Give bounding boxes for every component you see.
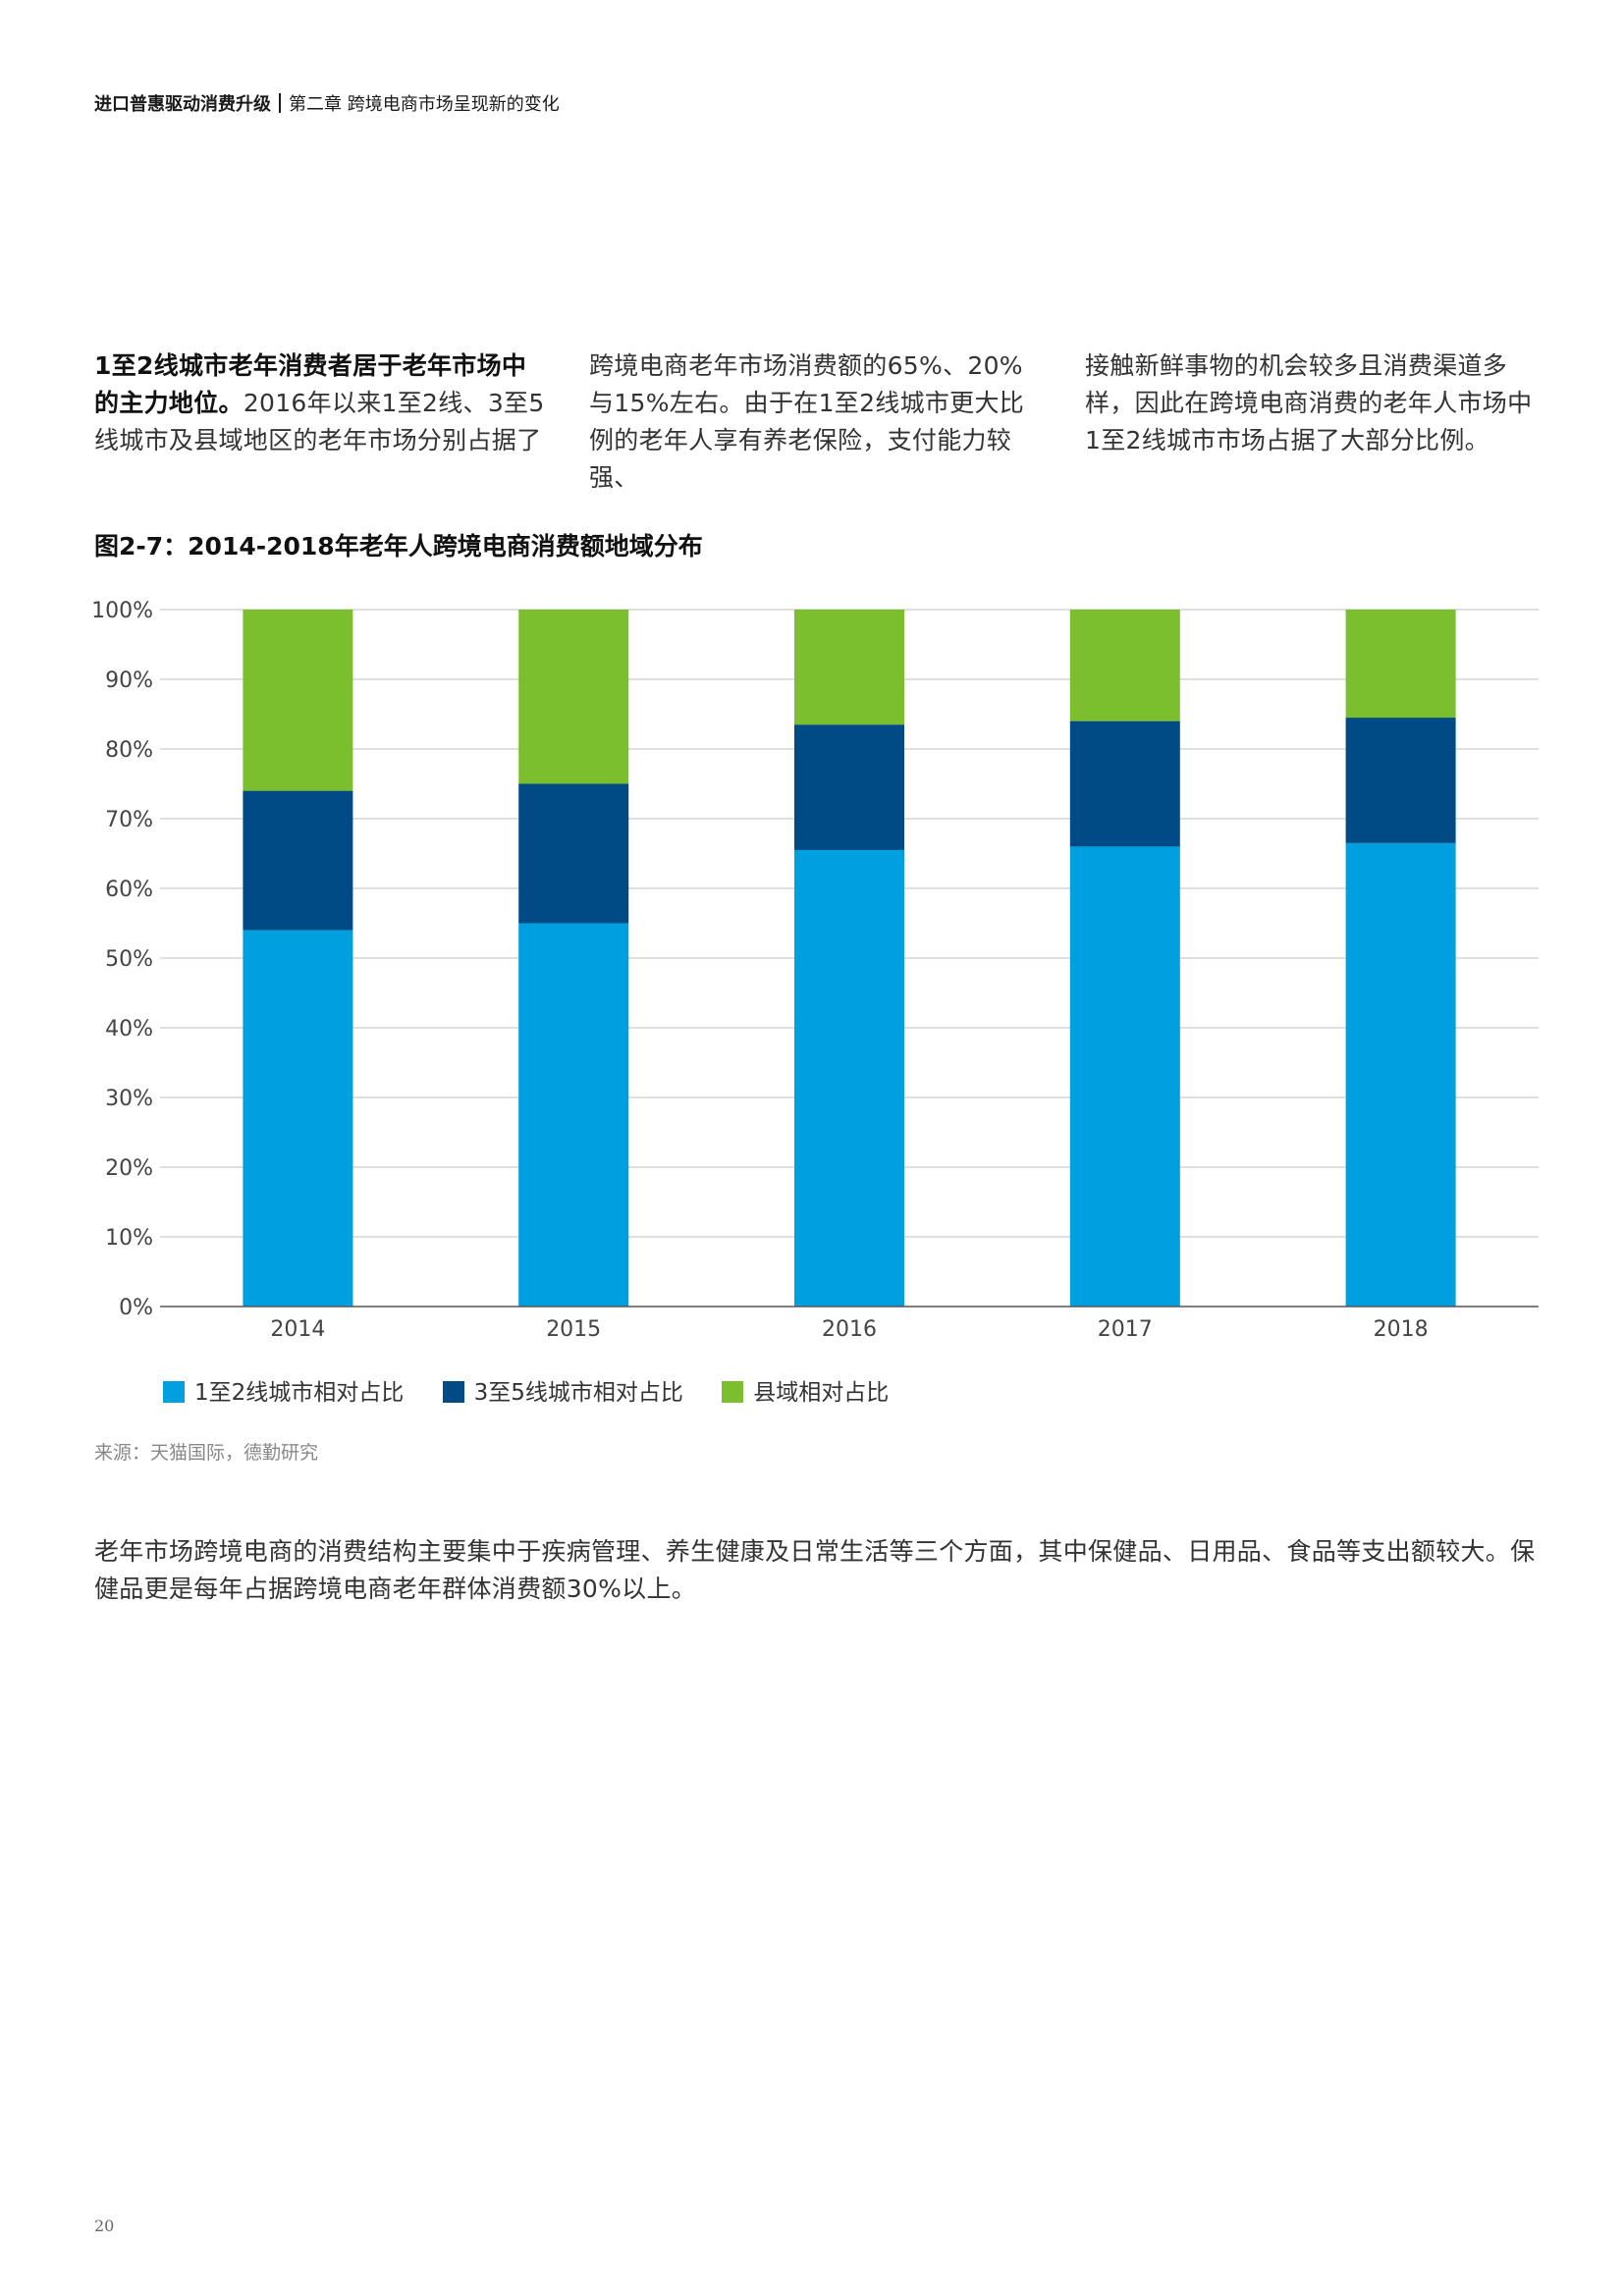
bar-segment — [243, 790, 353, 931]
intro-column-1: 1至2线城市老年消费者居于老年市场中的主力地位。2016年以来1至2线、3至5线… — [94, 347, 546, 459]
legend-label-tier1: 1至2线城市相对占比 — [194, 1380, 405, 1406]
header-divider — [279, 93, 281, 113]
legend-item-tier3: 3至5线城市相对占比 — [442, 1373, 683, 1407]
y-tick-label: 10% — [105, 1226, 153, 1251]
body-paragraph: 老年市场跨境电商的消费结构主要集中于疾病管理、养生健康及日常生活等三个方面，其中… — [94, 1537, 1536, 1603]
intro-column-3: 接触新鲜事物的机会较多且消费渠道多样，因此在跨境电商消费的老年人市场中1至2线城… — [1085, 351, 1533, 454]
y-tick-label: 80% — [105, 738, 153, 763]
x-tick-label: 2016 — [822, 1317, 877, 1342]
chart-legend: 1至2线城市相对占比 3至5线城市相对占比 县域相对占比 — [163, 1373, 920, 1407]
bar-segment — [1345, 718, 1456, 843]
legend-swatch-county — [722, 1381, 744, 1403]
y-tick-label: 70% — [105, 808, 153, 832]
y-tick-label: 0% — [119, 1296, 153, 1320]
y-tick-label: 40% — [105, 1017, 153, 1041]
legend-swatch-tier3 — [442, 1381, 464, 1403]
stacked-bar-chart: 0% 10% 20% 30% 40% 50% 60% 70% 80% 90% 100% 2014 201… — [91, 599, 1539, 1342]
bar-segment — [243, 930, 353, 1307]
bar-segment — [1345, 842, 1456, 1307]
y-tick-label: 50% — [105, 947, 153, 972]
intro-col1-text: 2016年以来1至2线、3至5线城市及县域地区的老年市场分别占据了 — [94, 389, 545, 454]
legend-swatch-tier1 — [163, 1381, 185, 1403]
running-header: 进口普惠驱动消费升级 第二章 跨境电商市场呈现新的变化 — [94, 90, 560, 116]
x-tick-label: 2018 — [1374, 1317, 1429, 1342]
bar-segment — [794, 610, 904, 725]
page-number: 20 — [94, 2216, 115, 2235]
legend-label-tier3: 3至5线城市相对占比 — [473, 1380, 683, 1406]
bar-segment — [1069, 721, 1180, 847]
y-tick-label: 60% — [105, 878, 153, 902]
intro-lead: 1至2线城市老年消费者居于老年市场中的主力地位。 — [94, 351, 527, 417]
x-tick-label: 2017 — [1098, 1317, 1153, 1342]
report-title: 进口普惠驱动消费升级 — [94, 94, 271, 115]
x-tick-label: 2014 — [270, 1317, 325, 1342]
legend-item-county: 县域相对占比 — [722, 1373, 889, 1407]
y-tick-label: 90% — [105, 668, 153, 693]
bar-segment — [794, 849, 904, 1307]
bar-segment — [794, 724, 904, 850]
y-tick-label: 100% — [91, 599, 153, 623]
bar-segment — [518, 923, 629, 1307]
chapter-title: 第二章 跨境电商市场呈现新的变化 — [289, 94, 560, 115]
bar-segment — [1069, 610, 1180, 721]
bar-segment — [518, 783, 629, 924]
figure-title: 图2-7：2014-2018年老年人跨境电商消费额地域分布 — [94, 532, 703, 561]
bar-segment — [1069, 846, 1180, 1307]
intro-column-2: 跨境电商老年市场消费额的65%、20%与15%左右。由于在1至2线城市更大比例的… — [589, 351, 1025, 492]
x-tick-label: 2015 — [546, 1317, 601, 1342]
legend-label-county: 县域相对占比 — [753, 1380, 890, 1406]
y-tick-label: 30% — [105, 1087, 153, 1111]
source-note: 来源：天猫国际，德勤研究 — [94, 1442, 319, 1464]
bar-segment — [518, 610, 629, 784]
legend-item-tier1: 1至2线城市相对占比 — [163, 1373, 404, 1407]
bar-segment — [1345, 610, 1456, 719]
bar-segment — [243, 610, 353, 791]
y-tick-label: 20% — [105, 1156, 153, 1181]
